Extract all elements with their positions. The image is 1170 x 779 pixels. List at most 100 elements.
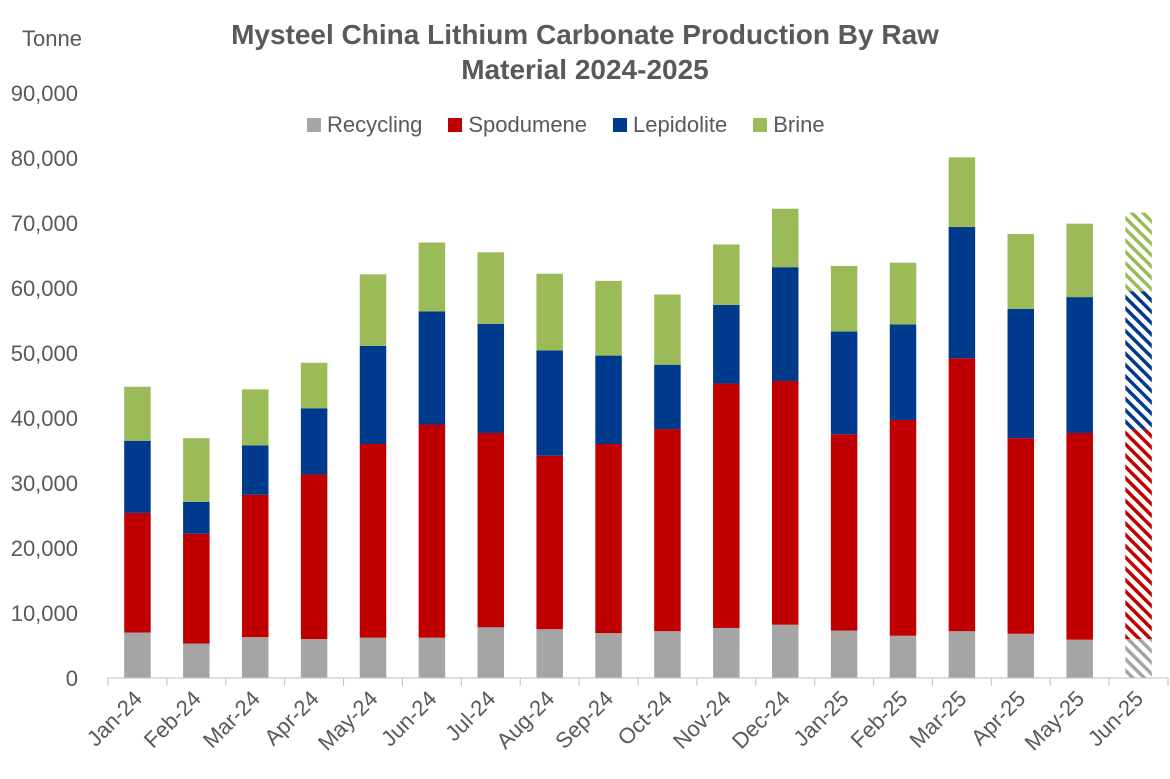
bar-brine-apr-24 <box>300 362 328 409</box>
x-tick-label: Jun-24 <box>376 686 441 751</box>
bar-spodumene-jul-24 <box>477 432 505 628</box>
bar-spodumene-oct-24 <box>654 429 681 632</box>
bar-brine-may-24 <box>359 274 387 346</box>
bar-lepidolite-nov-24 <box>713 304 740 384</box>
bar-spodumene-jan-25 <box>830 434 858 631</box>
bar-recycling-may-24 <box>359 637 387 678</box>
bar-recycling-jun-25 <box>1125 639 1152 678</box>
bar-brine-sep-24 <box>595 280 622 356</box>
x-tick-label: Aug-24 <box>491 686 559 754</box>
bar-recycling-may-25 <box>1066 639 1093 678</box>
bar-lepidolite-apr-25 <box>1007 308 1035 439</box>
bar-brine-may-25 <box>1066 223 1093 298</box>
legend-label-brine: Brine <box>773 112 825 137</box>
legend-item-spodumene: Spodumene <box>448 112 587 138</box>
bar-recycling-sep-24 <box>595 633 622 678</box>
bar-brine-jun-25 <box>1125 212 1152 292</box>
legend-swatch-spodumene <box>448 118 463 132</box>
x-tick-label: Mar-24 <box>198 686 265 753</box>
bar-lepidolite-apr-24 <box>300 408 328 475</box>
chart-title-line2: Material 2024-2025 <box>461 54 709 85</box>
bar-brine-apr-25 <box>1007 234 1035 309</box>
y-tick-label: 90,000 <box>11 81 78 106</box>
bar-lepidolite-dec-24 <box>771 267 799 381</box>
x-tick-label: Dec-24 <box>727 686 795 754</box>
bar-brine-jul-24 <box>477 252 505 324</box>
bar-spodumene-apr-24 <box>300 474 328 639</box>
bar-lepidolite-feb-24 <box>183 501 210 534</box>
bar-brine-feb-24 <box>183 438 210 502</box>
x-tick-label: Sep-24 <box>550 686 618 754</box>
x-tick-label: Apr-25 <box>966 686 1030 750</box>
bar-lepidolite-mar-24 <box>241 445 269 495</box>
bar-recycling-dec-24 <box>771 624 799 678</box>
legend-swatch-lepidolite <box>613 118 628 132</box>
bar-brine-jan-25 <box>830 265 858 332</box>
legend-label-lepidolite: Lepidolite <box>633 112 728 137</box>
bar-brine-aug-24 <box>536 273 563 351</box>
legend-item-recycling: Recycling <box>307 112 422 138</box>
bar-brine-dec-24 <box>771 208 799 268</box>
y-tick-label: 30,000 <box>11 471 78 496</box>
bar-lepidolite-feb-25 <box>889 324 917 420</box>
legend-swatch-brine <box>753 118 768 132</box>
bar-lepidolite-jun-24 <box>418 311 446 425</box>
bar-lepidolite-sep-24 <box>595 355 622 444</box>
bar-brine-jan-24 <box>124 386 151 441</box>
bar-spodumene-jan-24 <box>124 512 151 633</box>
bar-lepidolite-jul-24 <box>477 323 505 433</box>
bar-spodumene-apr-25 <box>1007 438 1035 634</box>
bar-spodumene-feb-25 <box>889 419 917 636</box>
bar-recycling-apr-24 <box>300 639 328 678</box>
legend-swatch-recycling <box>307 118 321 132</box>
bar-lepidolite-aug-24 <box>536 350 563 456</box>
bar-spodumene-aug-24 <box>536 455 563 630</box>
bar-spodumene-mar-25 <box>948 358 976 632</box>
bar-recycling-mar-25 <box>948 631 976 678</box>
x-tick-label: May-24 <box>313 686 383 756</box>
x-tick-label: Jun-25 <box>1083 686 1148 751</box>
legend-item-brine: Brine <box>753 112 825 138</box>
bar-lepidolite-jun-25 <box>1125 291 1152 430</box>
bar-brine-feb-25 <box>889 262 917 325</box>
bar-lepidolite-may-25 <box>1066 297 1093 433</box>
bar-brine-mar-24 <box>241 389 269 446</box>
bar-recycling-feb-24 <box>183 643 210 678</box>
x-tick-label: Jan-25 <box>788 686 853 751</box>
x-tick-label: Apr-24 <box>259 686 323 750</box>
bar-recycling-feb-25 <box>889 635 917 678</box>
x-tick-label: Nov-24 <box>668 686 736 754</box>
legend-item-lepidolite: Lepidolite <box>613 112 727 138</box>
y-tick-label: 0 <box>66 666 78 691</box>
x-tick-label: May-25 <box>1020 686 1090 756</box>
bar-recycling-apr-25 <box>1007 633 1035 678</box>
bar-spodumene-dec-24 <box>771 380 799 625</box>
bar-recycling-jun-24 <box>418 637 446 678</box>
x-tick-label: Feb-25 <box>846 686 913 753</box>
bar-spodumene-feb-24 <box>183 533 210 644</box>
bar-lepidolite-jan-25 <box>830 331 858 435</box>
bar-recycling-jul-24 <box>477 627 505 678</box>
bar-recycling-jan-24 <box>124 632 151 678</box>
bar-spodumene-may-24 <box>359 444 387 638</box>
bar-brine-jun-24 <box>418 242 446 312</box>
bar-spodumene-nov-24 <box>713 383 740 628</box>
bar-lepidolite-jan-24 <box>124 440 151 513</box>
bar-recycling-jan-25 <box>830 630 858 678</box>
bar-recycling-nov-24 <box>713 627 740 678</box>
bar-spodumene-sep-24 <box>595 444 622 634</box>
legend-label-recycling: Recycling <box>327 112 423 137</box>
bar-brine-nov-24 <box>713 244 740 305</box>
y-tick-label: 40,000 <box>11 406 78 431</box>
bar-lepidolite-mar-25 <box>948 226 976 359</box>
bar-spodumene-jun-24 <box>418 424 446 638</box>
bar-brine-mar-25 <box>948 157 976 227</box>
bar-recycling-aug-24 <box>536 629 563 678</box>
x-tick-label: Oct-24 <box>613 686 677 750</box>
y-tick-label: 60,000 <box>11 276 78 301</box>
legend-label-spodumene: Spodumene <box>468 112 588 137</box>
x-tick-label: Feb-24 <box>139 686 206 753</box>
y-tick-label: 80,000 <box>11 146 78 171</box>
bar-lepidolite-oct-24 <box>654 364 681 430</box>
